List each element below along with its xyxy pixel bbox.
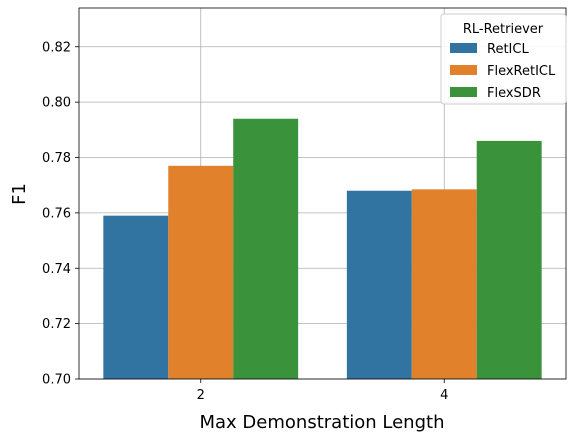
bar-reticl-4	[346, 190, 412, 379]
bar-reticl-2	[103, 215, 169, 379]
legend-box	[440, 13, 567, 105]
legend-swatch	[450, 87, 477, 97]
legend-entry-label: FlexRetICL	[487, 64, 556, 79]
x-tick-label: 2	[197, 388, 205, 403]
y-axis-label: F1	[9, 183, 30, 205]
y-tick-label: 0.76	[42, 206, 71, 221]
y-tick-label: 0.72	[42, 317, 71, 332]
tick-labels: 0.70 0.72 0.74 0.76 0.78 0.80 0.82 2 4	[42, 40, 448, 403]
bar-flexreticl-4	[411, 189, 477, 379]
x-tick-label: 4	[440, 388, 448, 403]
y-tick-label: 0.80	[42, 96, 71, 111]
plot-frame	[78, 7, 567, 380]
bars	[103, 118, 542, 379]
x-axis-label: Max Demonstration Length	[200, 412, 445, 433]
legend-swatch	[450, 43, 477, 53]
legend: RL-Retriever RetICL FlexRetICL FlexSDR	[440, 13, 567, 105]
legend-swatch	[450, 65, 477, 75]
legend-items: RetICL FlexRetICL FlexSDR	[450, 42, 556, 101]
bar-flexsdr-4	[476, 140, 542, 379]
y-tick-label: 0.82	[42, 40, 71, 55]
legend-entry-label: FlexSDR	[487, 86, 541, 101]
y-tick-label: 0.74	[42, 262, 71, 277]
legend-title: RL-Retriever	[463, 22, 544, 37]
axes	[75, 7, 567, 383]
y-tick-label: 0.70	[42, 373, 71, 388]
legend-entry-label: RetICL	[487, 42, 529, 57]
bar-flexreticl-2	[168, 165, 234, 379]
y-tick-label: 0.78	[42, 151, 71, 166]
bar-flexsdr-2	[233, 118, 299, 379]
